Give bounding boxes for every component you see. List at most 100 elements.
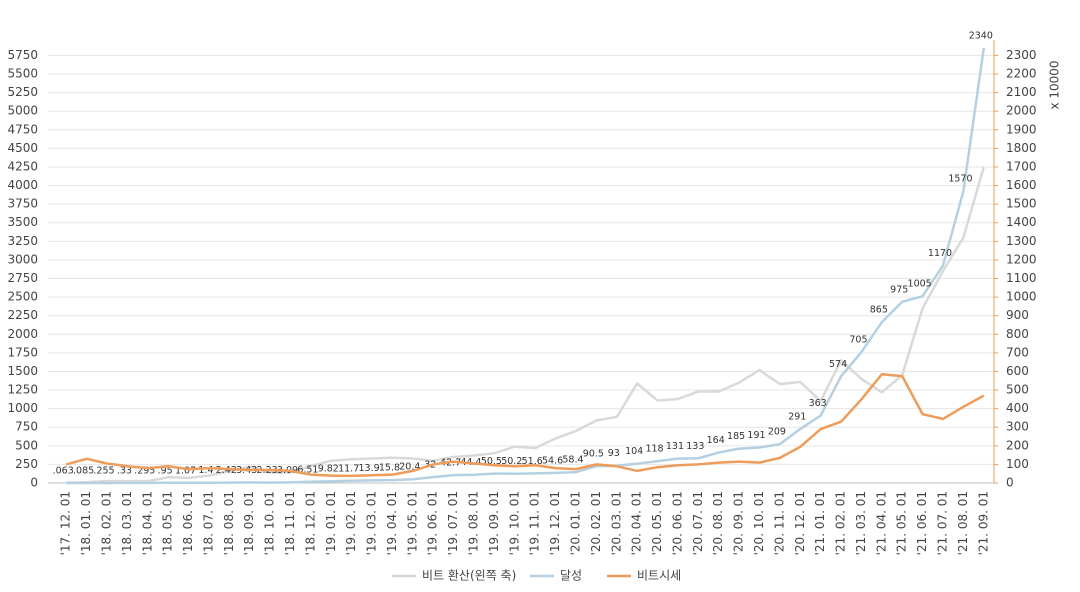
data-label: 15.8 bbox=[379, 463, 400, 474]
x-tick-label: '20. 05. 01 bbox=[650, 491, 664, 555]
x-tick-label: '20. 06. 01 bbox=[670, 491, 684, 555]
x-tick-label: '19. 06. 01 bbox=[426, 491, 440, 555]
data-label: 13.9 bbox=[358, 463, 379, 474]
y2-tick-label: 1100 bbox=[1006, 271, 1037, 285]
data-label: .33 bbox=[117, 465, 132, 476]
y2-tick-label: 1800 bbox=[1006, 141, 1037, 155]
x-tick-label: '18. 07. 01 bbox=[201, 491, 215, 555]
x-tick-label: '18. 03. 01 bbox=[120, 491, 134, 555]
y-tick-label: 1250 bbox=[7, 383, 38, 397]
x-tick-label: '18. 01. 01 bbox=[79, 491, 93, 555]
data-label: 2340 bbox=[969, 31, 993, 42]
y2-tick-label: 2000 bbox=[1006, 104, 1037, 118]
x-tick-label: '18. 09. 01 bbox=[242, 491, 256, 555]
y2-tick-label: 400 bbox=[1006, 401, 1029, 415]
data-label: 54.6 bbox=[542, 455, 563, 466]
legend-label: 달성 bbox=[560, 569, 582, 583]
y-tick-label: 4750 bbox=[7, 122, 38, 136]
y-tick-label: 2000 bbox=[7, 327, 38, 341]
y2-tick-label: 500 bbox=[1006, 383, 1029, 397]
y2-tick-label: 600 bbox=[1006, 364, 1029, 378]
x-tick-label: '19. 01. 01 bbox=[324, 491, 338, 555]
x-tick-label: '19. 09. 01 bbox=[487, 491, 501, 555]
x-tick-label: '20. 11. 01 bbox=[772, 491, 786, 555]
y2-tick-label: 1500 bbox=[1006, 197, 1037, 211]
legend-label: 비트 환산(왼쪽 축) bbox=[422, 569, 516, 583]
x-tick-label: '20. 07. 01 bbox=[691, 491, 705, 555]
x-tick-label: '20. 02. 01 bbox=[589, 491, 603, 555]
legend-label: 비트시세 bbox=[637, 569, 681, 583]
y-tick-label: 5750 bbox=[7, 48, 38, 62]
x-tick-label: '18. 04. 01 bbox=[140, 491, 154, 555]
data-label: 2.42 bbox=[216, 465, 237, 476]
y2-tick-label: 800 bbox=[1006, 327, 1029, 341]
data-label: 574 bbox=[829, 359, 847, 370]
y-tick-label: 4500 bbox=[7, 141, 38, 155]
data-label: 975 bbox=[890, 284, 908, 295]
data-label: 1170 bbox=[928, 248, 952, 259]
x-tick-label: '20. 08. 01 bbox=[711, 491, 725, 555]
x-tick-label: '20. 04. 01 bbox=[630, 491, 644, 555]
x-tick-label: '21. 03. 01 bbox=[854, 491, 868, 555]
y2-axis-label: x 10000 bbox=[1048, 60, 1062, 109]
x-tick-label: '19. 02. 01 bbox=[344, 491, 358, 555]
y-tick-label: 0 bbox=[30, 476, 38, 490]
x-tick-label: '19. 07. 01 bbox=[446, 491, 460, 555]
y2-tick-label: 2300 bbox=[1006, 48, 1037, 62]
y-tick-label: 4000 bbox=[7, 178, 38, 192]
data-label: 20.4 bbox=[399, 462, 420, 473]
y2-tick-label: 1000 bbox=[1006, 290, 1037, 304]
x-tick-label: '19. 08. 01 bbox=[467, 491, 481, 555]
data-label: 131 bbox=[666, 441, 684, 452]
y-tick-label: 3000 bbox=[7, 252, 38, 266]
data-label: 1570 bbox=[948, 174, 972, 185]
data-label: 705 bbox=[849, 334, 867, 345]
data-label: 363 bbox=[809, 398, 827, 409]
x-tick-label: '19. 11. 01 bbox=[528, 491, 542, 555]
data-label: 11.7 bbox=[338, 463, 359, 474]
y2-tick-label: 0 bbox=[1006, 476, 1014, 490]
data-label: 50.2 bbox=[501, 456, 522, 467]
y-tick-label: 1000 bbox=[7, 401, 38, 415]
y-tick-label: 5000 bbox=[7, 104, 38, 118]
y-tick-label: 2250 bbox=[7, 308, 38, 322]
data-label: 58.4 bbox=[562, 455, 583, 466]
x-tick-label: '20. 12. 01 bbox=[793, 491, 807, 555]
x-tick-label: '21. 01. 01 bbox=[813, 491, 827, 555]
y2-tick-label: 200 bbox=[1006, 438, 1029, 452]
data-label: 209 bbox=[768, 427, 786, 438]
y-tick-label: 3750 bbox=[7, 197, 38, 211]
data-label: .063 bbox=[53, 465, 74, 476]
y-tick-label: 2500 bbox=[7, 290, 38, 304]
y-tick-label: 3250 bbox=[7, 234, 38, 248]
data-label: 291 bbox=[788, 411, 806, 422]
data-label: 191 bbox=[747, 430, 765, 441]
y-tick-label: 250 bbox=[15, 457, 38, 471]
line-series bbox=[66, 166, 986, 484]
y2-tick-label: 1700 bbox=[1006, 159, 1037, 173]
y2-tick-label: 2100 bbox=[1006, 85, 1037, 99]
x-tick-label: '21. 09. 01 bbox=[976, 491, 990, 555]
data-label: 1.4 bbox=[198, 465, 213, 476]
line-series bbox=[66, 47, 986, 485]
y-tick-label: 1500 bbox=[7, 364, 38, 378]
y2-tick-label: 1600 bbox=[1006, 178, 1037, 192]
x-tick-label: '19. 10. 01 bbox=[507, 491, 521, 555]
data-label: 1005 bbox=[908, 279, 932, 290]
data-label: 51.6 bbox=[522, 456, 543, 467]
y-tick-label: 4250 bbox=[7, 159, 38, 173]
x-tick-label: '21. 06. 01 bbox=[915, 491, 929, 555]
y-tick-label: 5250 bbox=[7, 85, 38, 99]
y-tick-label: 750 bbox=[15, 420, 38, 434]
x-tick-label: '21. 02. 01 bbox=[834, 491, 848, 555]
line-series bbox=[65, 373, 985, 478]
x-tick-label: '18. 10. 01 bbox=[263, 491, 277, 555]
x-tick-label: '18. 02. 01 bbox=[99, 491, 113, 555]
data-label: 93 bbox=[608, 448, 620, 459]
data-label: .295 bbox=[134, 465, 155, 476]
x-tick-label: '20. 09. 01 bbox=[732, 491, 746, 555]
y2-tick-label: 2200 bbox=[1006, 67, 1037, 81]
y-tick-label: 3500 bbox=[7, 215, 38, 229]
x-tick-label: '18. 11. 01 bbox=[283, 491, 297, 555]
data-label: 9.82 bbox=[318, 464, 339, 475]
